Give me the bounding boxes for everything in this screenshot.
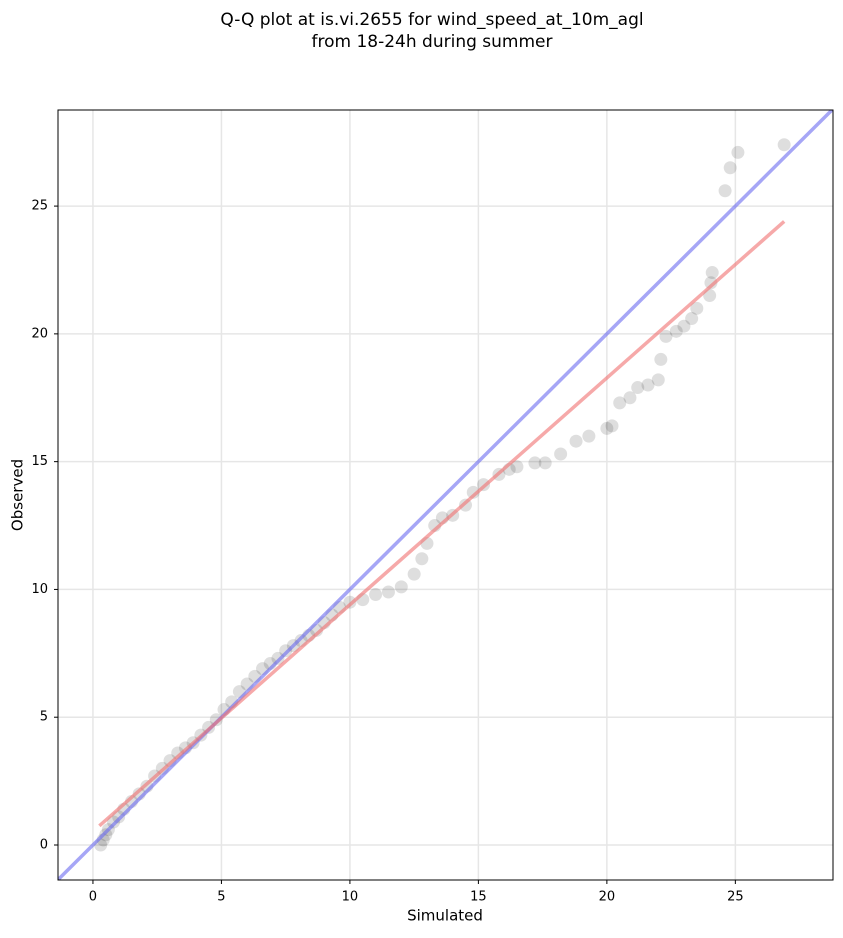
scatter-point <box>669 324 683 338</box>
scatter-point <box>279 644 293 658</box>
y-tick-label: 10 <box>31 582 48 597</box>
scatter-point <box>704 276 718 290</box>
scatter-point <box>731 145 745 159</box>
scatter-point <box>407 567 421 581</box>
x-tick-label: 15 <box>470 890 487 905</box>
grid <box>58 110 833 880</box>
x-tick-label: 5 <box>217 890 225 905</box>
chart-title: from 18-24h during summer <box>312 32 553 52</box>
scatter-point <box>777 138 791 152</box>
scatter-point <box>538 456 552 470</box>
x-tick-label: 25 <box>727 890 744 905</box>
y-tick-label: 15 <box>31 454 48 469</box>
scatter-point <box>690 301 704 315</box>
scatter-point <box>466 485 480 499</box>
scatter-point <box>677 319 691 333</box>
scatter-point <box>613 396 627 410</box>
x-axis-label: Simulated <box>407 907 483 925</box>
axes-frame <box>57 109 834 881</box>
scatter-point <box>631 381 645 395</box>
scatter-point <box>623 391 637 405</box>
scatter-point <box>271 651 285 665</box>
scatter-point <box>641 378 655 392</box>
scatter-point <box>705 266 719 280</box>
scatter-point <box>381 585 395 599</box>
x-tick-label: 10 <box>342 890 359 905</box>
chart-title: Q-Q plot at is.vi.2655 for wind_speed_at… <box>220 10 643 30</box>
scatter-point <box>718 184 732 198</box>
scatter-point <box>369 588 383 602</box>
scatter-point <box>528 456 542 470</box>
y-tick-label: 5 <box>40 710 48 725</box>
reference-line <box>58 110 833 880</box>
scatter-point <box>415 552 429 566</box>
reference-line <box>98 220 786 828</box>
plot-area <box>58 110 833 880</box>
scatter-point <box>209 713 223 727</box>
scatter-point <box>685 312 699 326</box>
scatter-point <box>569 434 583 448</box>
x-tick-label: 0 <box>89 890 97 905</box>
scatter-point <box>107 815 121 829</box>
scatter-point <box>659 329 673 343</box>
y-tick-label: 0 <box>40 837 48 852</box>
scatter-point <box>554 447 568 461</box>
y-tick-label: 25 <box>31 199 48 214</box>
scatter-point <box>651 373 665 387</box>
scatter-point <box>600 421 614 435</box>
y-axis-label: Observed <box>9 459 27 531</box>
scatter-point <box>605 419 619 433</box>
x-tick-label: 20 <box>599 890 616 905</box>
scatter-point <box>582 429 596 443</box>
scatter-point <box>510 460 524 474</box>
scatter-point <box>394 580 408 594</box>
y-tick-label: 20 <box>31 326 48 341</box>
scatter-point <box>723 161 737 175</box>
scatter-point <box>654 352 668 366</box>
scatter-point <box>99 828 113 842</box>
